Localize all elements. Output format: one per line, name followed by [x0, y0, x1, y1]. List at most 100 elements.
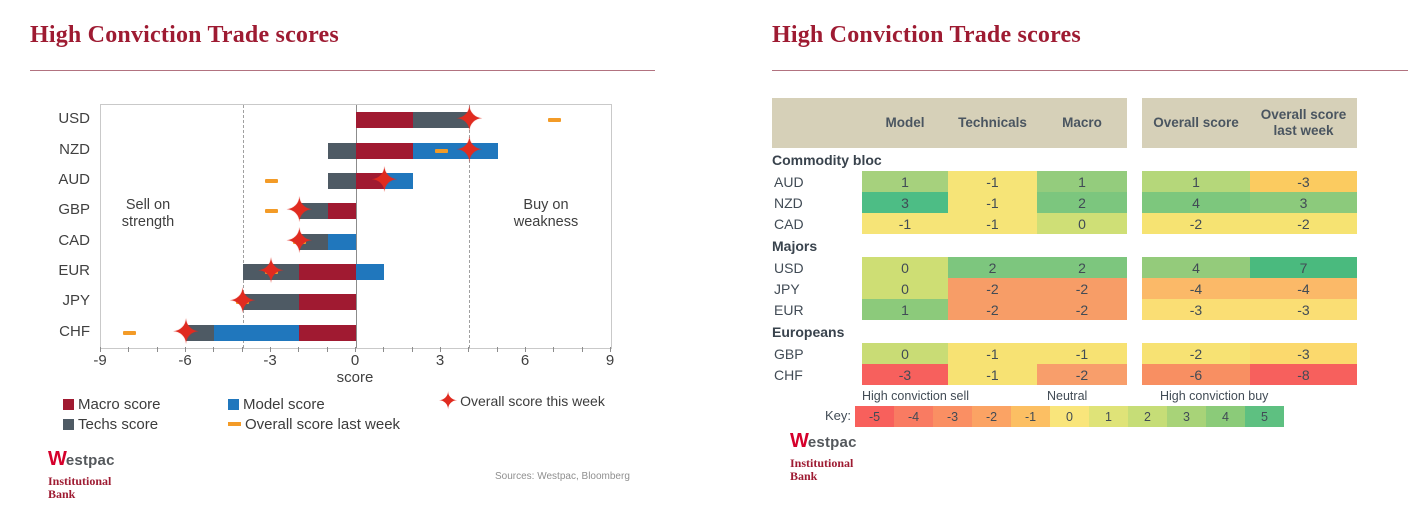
header-blank — [772, 98, 862, 148]
legend-star-icon: ✦ — [438, 387, 459, 415]
key-cell--3: -3 — [933, 406, 972, 427]
cell-usd-4: 7 — [1250, 257, 1357, 278]
marker-thisweek-nzd: ✦ — [455, 129, 484, 170]
annotation-buy-on-weakness: Buy on weakness — [501, 197, 591, 231]
marker-thisweek-cad: ✦ — [285, 221, 314, 262]
cell-cad-4: -2 — [1250, 213, 1357, 234]
group-header-majors: Majors — [772, 237, 818, 254]
x-tick — [241, 347, 243, 352]
left-title-rule — [30, 70, 655, 71]
marker-lastweek-aud — [264, 178, 278, 183]
x-tick — [128, 347, 130, 352]
legend-dash-icon — [228, 422, 241, 426]
cell-jpy-3: -4 — [1142, 278, 1250, 299]
cell-usd-0: 0 — [862, 257, 948, 278]
y-axis-label-nzd: NZD — [59, 140, 90, 158]
legend-swatch — [63, 418, 74, 430]
row-label-usd: USD — [774, 259, 804, 276]
x-tick — [326, 347, 328, 352]
left-panel: High Conviction Trade scores Sell on str… — [30, 22, 655, 501]
cell-gbp-2: -1 — [1037, 343, 1127, 364]
y-axis-label-chf: CHF — [59, 322, 90, 340]
legend-label: Macro score — [78, 395, 161, 413]
table-gap — [1127, 364, 1142, 385]
x-tick — [581, 347, 583, 352]
legend-label: Overall score this week — [460, 393, 605, 409]
marker-lastweek-usd — [547, 118, 561, 123]
westpac-wordmark: Westpac — [48, 448, 115, 470]
key-group-buy: High conviction buy — [1160, 389, 1269, 403]
group-header-commodity-bloc: Commodity bloc — [772, 151, 882, 168]
key-group-neutral: Neutral — [1047, 389, 1088, 403]
x-tick — [185, 347, 186, 352]
cell-jpy-4: -4 — [1250, 278, 1357, 299]
x-tick — [355, 347, 356, 352]
key-cell-0: 0 — [1050, 406, 1089, 427]
x-tick-label: 6 — [520, 352, 530, 369]
bar-cad-model — [327, 233, 356, 250]
x-tick — [383, 347, 385, 352]
marker-thisweek-aud: ✦ — [370, 160, 399, 201]
trade-scores-chart: Sell on strength Buy on weakness ✦ ✦ ✦ ✦ ✦ ✦ ✦… — [58, 103, 615, 433]
x-tick-label: 9 — [605, 352, 615, 369]
bar-chf-macro — [299, 324, 356, 341]
x-tick — [610, 347, 611, 352]
marker-thisweek-jpy: ✦ — [228, 281, 257, 322]
legend-item-macro-score: Macro score — [63, 395, 161, 413]
group-header-europeans: Europeans — [772, 323, 845, 340]
x-tick — [440, 347, 441, 352]
table-gap — [1127, 257, 1142, 278]
row-label-chf: CHF — [774, 366, 803, 383]
key-cell--4: -4 — [894, 406, 933, 427]
table-gap — [1127, 171, 1142, 192]
y-axis-label-cad: CAD — [58, 231, 90, 249]
westpac-logo: Westpac Institutional Bank — [48, 448, 115, 501]
marker-thisweek-chf: ✦ — [171, 312, 201, 353]
cell-gbp-4: -3 — [1250, 343, 1357, 364]
threshold-line — [469, 105, 471, 348]
bar-chf-model — [214, 324, 300, 341]
row-label-nzd: NZD — [774, 194, 803, 211]
x-tick — [156, 347, 158, 352]
legend-label: Techs score — [78, 415, 159, 433]
annotation-line: Sell on — [125, 197, 171, 213]
cell-usd-2: 2 — [1037, 257, 1127, 278]
bar-cad-techs — [299, 233, 328, 250]
bar-jpy-techs — [242, 294, 300, 311]
x-axis-ticks — [100, 347, 611, 353]
cell-chf-2: -2 — [1037, 364, 1127, 385]
y-axis-label-aud: AUD — [58, 170, 90, 188]
bar-nzd-techs — [327, 142, 356, 159]
cell-nzd-1: -1 — [948, 192, 1037, 213]
table-gap — [1127, 98, 1142, 148]
x-tick — [213, 347, 215, 352]
row-label-gbp: GBP — [774, 345, 804, 362]
right-title-rule — [772, 70, 1408, 71]
y-axis-label-jpy: JPY — [62, 292, 90, 310]
key-cell-1: 1 — [1089, 406, 1128, 427]
column-header-overall-score: Overall score — [1142, 98, 1250, 148]
x-tick-label: 0 — [350, 352, 360, 369]
annotation-line: weakness — [513, 214, 579, 230]
cell-chf-0: -3 — [862, 364, 948, 385]
table-gap — [1127, 299, 1142, 320]
x-tick — [270, 347, 271, 352]
cell-usd-3: 4 — [1142, 257, 1250, 278]
cell-nzd-4: 3 — [1250, 192, 1357, 213]
cell-eur-4: -3 — [1250, 299, 1357, 320]
column-header-technicals: Technicals — [948, 98, 1037, 148]
key-cell-3: 3 — [1167, 406, 1206, 427]
bar-usd-macro — [356, 112, 413, 129]
table-gap — [1127, 192, 1142, 213]
row-label-aud: AUD — [774, 173, 804, 190]
x-tick-label: 3 — [435, 352, 445, 369]
bar-nzd-macro — [356, 142, 413, 159]
annotation-line: Buy on — [523, 197, 569, 213]
cell-aud-4: -3 — [1250, 171, 1357, 192]
threshold-line — [242, 105, 244, 348]
x-tick — [553, 347, 555, 352]
cell-eur-3: -3 — [1142, 299, 1250, 320]
marker-lastweek-eur — [264, 270, 278, 275]
cell-nzd-2: 2 — [1037, 192, 1127, 213]
marker-lastweek-chf — [122, 330, 136, 335]
